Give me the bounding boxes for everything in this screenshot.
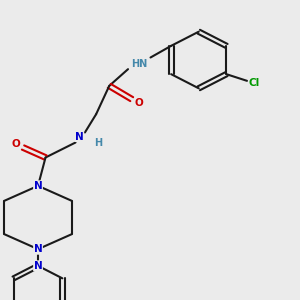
Text: N: N bbox=[34, 244, 42, 254]
Text: N: N bbox=[75, 131, 84, 142]
Text: Cl: Cl bbox=[249, 77, 260, 88]
Text: N: N bbox=[34, 261, 42, 271]
Text: N: N bbox=[34, 181, 42, 191]
Text: H: H bbox=[94, 137, 102, 148]
Text: O: O bbox=[135, 98, 144, 107]
Text: HN: HN bbox=[131, 59, 147, 69]
Text: O: O bbox=[11, 139, 20, 149]
